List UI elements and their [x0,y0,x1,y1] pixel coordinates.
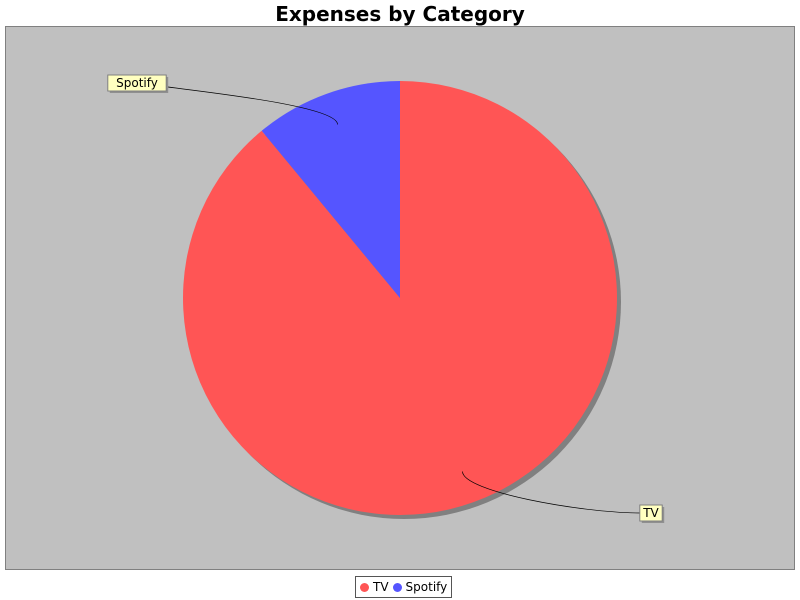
pie-slice-spotify [261,81,400,298]
legend-swatch-tv [360,582,369,592]
legend-swatch-spotify [392,582,402,592]
chart-title: Expenses by Category [275,2,525,26]
leader-line-tv [462,471,642,514]
legend-item-tv: TV [360,580,389,594]
slice-label-tv: TV [642,506,659,520]
slice-label-spotify: Spotify [116,76,158,90]
slice-label-box-spotify [107,74,167,92]
legend-label-tv: TV [373,580,389,594]
legend-label-spotify: Spotify [405,580,448,594]
slice-label-box-tv [639,504,663,522]
legend: TV Spotify [355,576,453,598]
legend-item-spotify: Spotify [392,580,448,594]
